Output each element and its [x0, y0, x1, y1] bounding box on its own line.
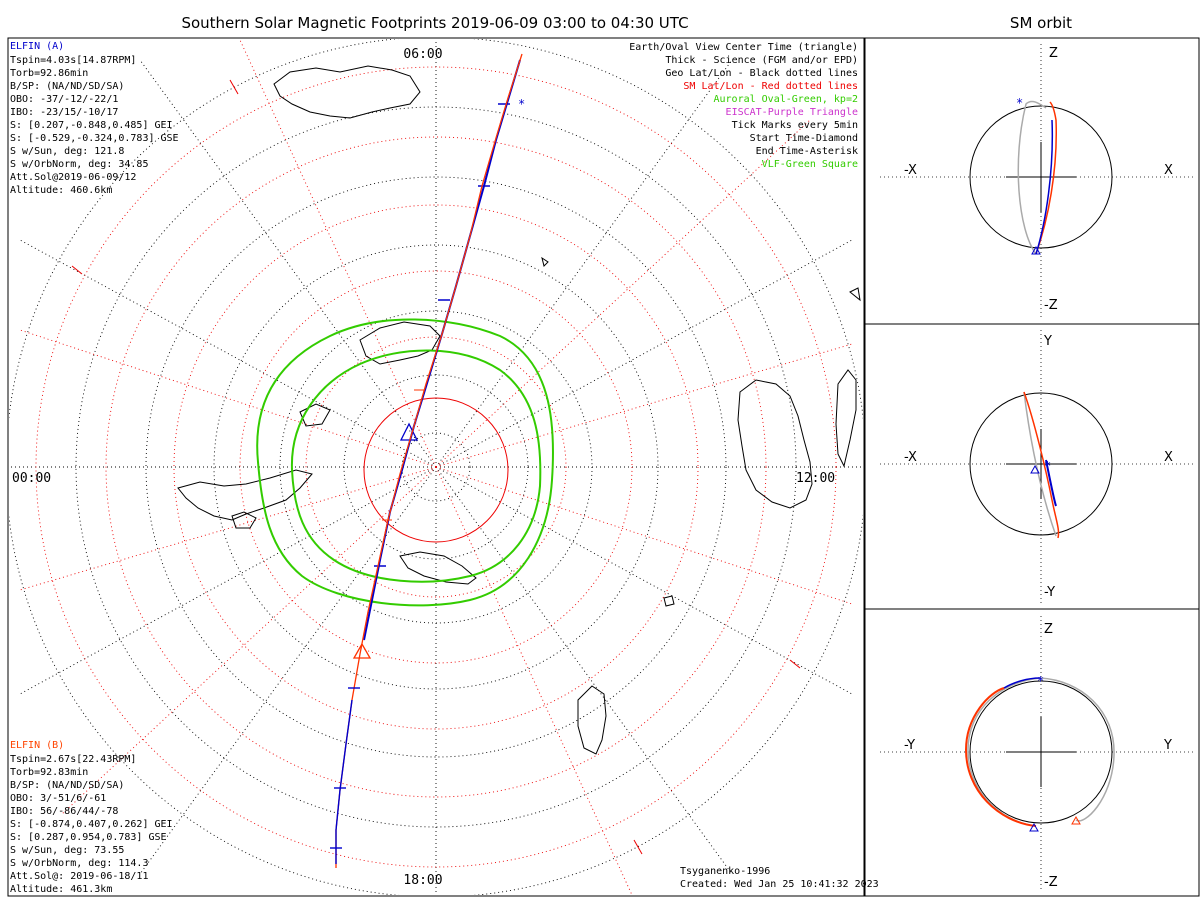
- elfin-b-line: B/SP: (NA/ND/SD/SA): [10, 780, 124, 791]
- elfin-a-footprint-track: *: [363, 59, 525, 641]
- map-frame: [7, 37, 865, 897]
- sm-longitude-lines: [19, 39, 853, 895]
- elfin-a-line: IBO: -23/15/-10/17: [10, 107, 118, 118]
- elfin-b-name: ELFIN (B): [10, 740, 64, 751]
- elfin-b-tick-marks: [330, 687, 360, 849]
- sm-latitude-lines: [35, 66, 837, 868]
- elfin-a-end-asterisk: *: [518, 97, 525, 111]
- elfin-a-line: S: [0.207,-0.848,0.485] GEI: [10, 120, 173, 131]
- mlt-label-left: 00:00: [12, 471, 51, 486]
- elfin-b-line: S: [0.287,0.954,0.783] GSE: [10, 832, 167, 843]
- elfin-a-center-triangle: [399, 422, 419, 441]
- elfin-a-line: S: [-0.529,-0.324,0.783] GSE: [10, 133, 179, 144]
- elfin-a-info: ELFIN (A) Tspin=4.03s[14.87RPM] Torb=92.…: [10, 41, 179, 196]
- elfin-a-line: S w/OrbNorm, deg: 34.85: [10, 159, 148, 170]
- elfin-b-line: Altitude: 461.3km: [10, 884, 112, 895]
- axis-label-right: X: [1164, 450, 1173, 465]
- axis-label-left: -Y: [904, 738, 915, 753]
- elfin-b-line: OBO: 3/-51/6/-61: [10, 793, 106, 804]
- elfin-a-name: ELFIN (A): [10, 41, 64, 52]
- orbit-asterisk: *: [1044, 459, 1051, 473]
- elfin-a-line: S w/Sun, deg: 121.8: [10, 146, 124, 157]
- map-legend: Earth/Oval View Center Time (triangle) T…: [629, 42, 858, 170]
- mlt-label-top: 06:00: [403, 47, 442, 62]
- elfin-a-line: Altitude: 460.6km: [10, 185, 112, 196]
- axis-label-top: Z: [1044, 622, 1053, 637]
- sm-pole-circle: [363, 397, 509, 543]
- elfin-a-tick-marks: [374, 103, 510, 567]
- legend-entry: EISCAT-Purple Triangle: [726, 107, 858, 118]
- legend-entry: Start Time-Diamond: [750, 133, 858, 144]
- elfin-a-line: Att.Sol@2019-06-09/12: [10, 172, 136, 183]
- auroral-oval: [256, 318, 555, 607]
- credit-model: Tsyganenko-1996: [680, 866, 770, 877]
- elfin-b-line: Att.Sol@: 2019-06-18/11: [10, 871, 148, 882]
- elfin-b-center-triangle: [352, 642, 372, 659]
- axis-label-top: Y: [1043, 334, 1052, 349]
- earth-outline: [969, 680, 1113, 824]
- orbit-panel-xz: * Z -Z -X X: [880, 44, 1196, 318]
- credit-created: Created: Wed Jan 25 10:41:32 2023: [680, 879, 879, 890]
- mlt-label-right: 12:00: [796, 471, 835, 486]
- elfin-a-line: Torb=92.86min: [10, 68, 88, 79]
- earth-outline: [969, 392, 1113, 536]
- earth-outline: [969, 105, 1113, 249]
- axis-label-top: Z: [1049, 46, 1058, 61]
- elfin-b-footprint-track: [330, 53, 523, 868]
- axis-label-left: -X: [904, 163, 917, 178]
- elfin-b-line: S: [-0.874,0.407,0.262] GEI: [10, 819, 173, 830]
- orbit-panel-xy: * Y -Y -X X: [880, 330, 1196, 604]
- legend-entry: Earth/Oval View Center Time (triangle): [629, 42, 858, 53]
- footprint-map: * 06:00 00:00 12:00: [7, 37, 879, 897]
- elfin-b-line: S w/Sun, deg: 73.55: [10, 845, 124, 856]
- elfin-b-line: S w/OrbNorm, deg: 114.3: [10, 858, 148, 869]
- axis-label-right: X: [1164, 163, 1173, 178]
- sm-rim-ticks: [71, 79, 801, 855]
- elfin-a-line: Tspin=4.03s[14.87RPM]: [10, 55, 136, 66]
- axis-label-bottom: -Z: [1044, 875, 1058, 890]
- axis-label-right: Y: [1163, 738, 1172, 753]
- orbit-asterisk: *: [1037, 674, 1044, 688]
- orbit-panel-yz: * Z -Z -Y Y: [880, 616, 1196, 892]
- mlt-label-bottom: 18:00: [403, 873, 442, 888]
- orbit-frame: [864, 37, 1200, 897]
- elfin-b-line: IBO: 56/-86/44/-78: [10, 806, 118, 817]
- legend-entry: Thick - Science (FGM and/or EPD): [665, 55, 858, 66]
- orbit-asterisk: *: [1016, 96, 1023, 110]
- axis-label-bottom: -Y: [1044, 585, 1055, 600]
- elfin-a-line: B/SP: (NA/ND/SD/SA): [10, 81, 124, 92]
- axis-label-bottom: -Z: [1044, 298, 1058, 313]
- orbit-title: SM orbit: [1010, 14, 1072, 32]
- legend-entry: End Time-Asterisk: [756, 146, 858, 157]
- axis-label-left: -X: [904, 450, 917, 465]
- elfin-b-info: ELFIN (B) Tspin=2.67s[22.43RPM] Torb=92.…: [10, 740, 173, 895]
- elfin-b-line: Torb=92.83min: [10, 767, 88, 778]
- main-title: Southern Solar Magnetic Footprints 2019-…: [181, 14, 688, 32]
- legend-entry: Geo Lat/Lon - Black dotted lines: [665, 68, 858, 79]
- legend-entry: SM Lat/Lon - Red dotted lines: [683, 81, 858, 92]
- coastlines: [177, 65, 861, 755]
- legend-entry: Tick Marks every 5min: [732, 120, 858, 131]
- elfin-b-line: Tspin=2.67s[22.43RPM]: [10, 754, 136, 765]
- legend-entry: VLF-Green Square: [762, 159, 858, 170]
- legend-entry: Auroral Oval-Green, kp=2: [714, 94, 859, 105]
- sm-orbit-panels: * Z -Z -X X * Y -Y -X X: [864, 37, 1200, 897]
- elfin-a-line: OBO: -37/-12/-22/1: [10, 94, 118, 105]
- geo-longitude-lines: [10, 40, 862, 895]
